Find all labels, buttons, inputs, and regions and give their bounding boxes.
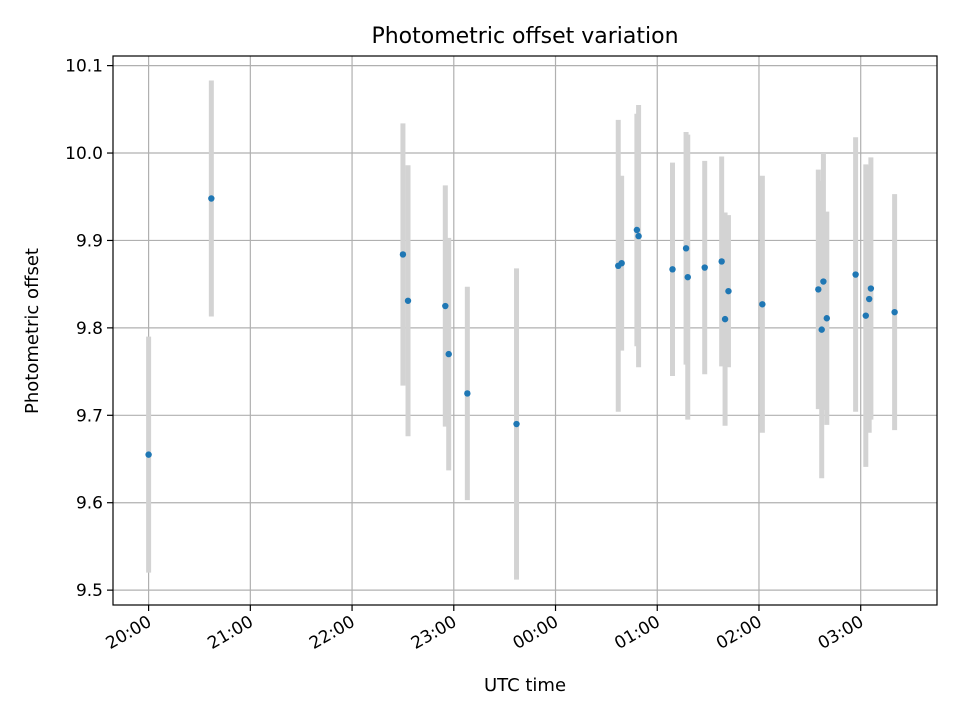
- grid: [113, 56, 937, 605]
- data-point: [399, 251, 407, 258]
- data-point: [208, 195, 215, 202]
- data-point: [718, 258, 725, 265]
- data-point: [404, 297, 412, 304]
- data-point: [635, 232, 642, 240]
- data-point: [145, 451, 152, 458]
- data-point: [513, 420, 520, 428]
- data-point: [701, 264, 708, 271]
- data-point: [862, 312, 869, 319]
- y-tick-label: 9.8: [76, 319, 103, 339]
- y-tick-label: 9.5: [76, 581, 103, 601]
- plot-frame: [112, 55, 938, 606]
- data-point: [684, 273, 691, 281]
- y-tick-label: 9.9: [76, 231, 103, 251]
- data-points: [145, 195, 898, 458]
- data-point: [818, 326, 825, 333]
- data-point: [815, 286, 822, 293]
- data-point: [669, 266, 676, 273]
- data-point: [823, 315, 830, 322]
- data-point: [445, 350, 452, 358]
- y-tick-label: 10.1: [65, 57, 103, 77]
- data-point: [891, 308, 898, 316]
- y-axis-label: Photometric offset: [22, 248, 43, 414]
- y-tick-label: 10.0: [65, 144, 103, 164]
- y-tick-label: 9.7: [76, 406, 103, 426]
- x-axis-label: UTC time: [484, 675, 566, 696]
- chart-title: Photometric offset variation: [371, 24, 678, 49]
- data-point: [682, 245, 690, 252]
- data-point: [865, 295, 873, 303]
- data-point: [852, 271, 859, 278]
- data-point: [820, 278, 827, 285]
- data-point: [633, 226, 641, 234]
- data-point: [464, 390, 471, 397]
- data-point: [867, 285, 875, 292]
- y-axis: 9.5 9.6 9.7 9.8 9.9 10.0 10.1: [65, 57, 113, 601]
- data-point: [721, 315, 729, 323]
- data-point: [618, 259, 625, 267]
- data-point: [759, 301, 766, 308]
- y-tick-label: 9.6: [76, 494, 103, 514]
- data-point: [725, 287, 732, 295]
- data-point: [442, 302, 449, 310]
